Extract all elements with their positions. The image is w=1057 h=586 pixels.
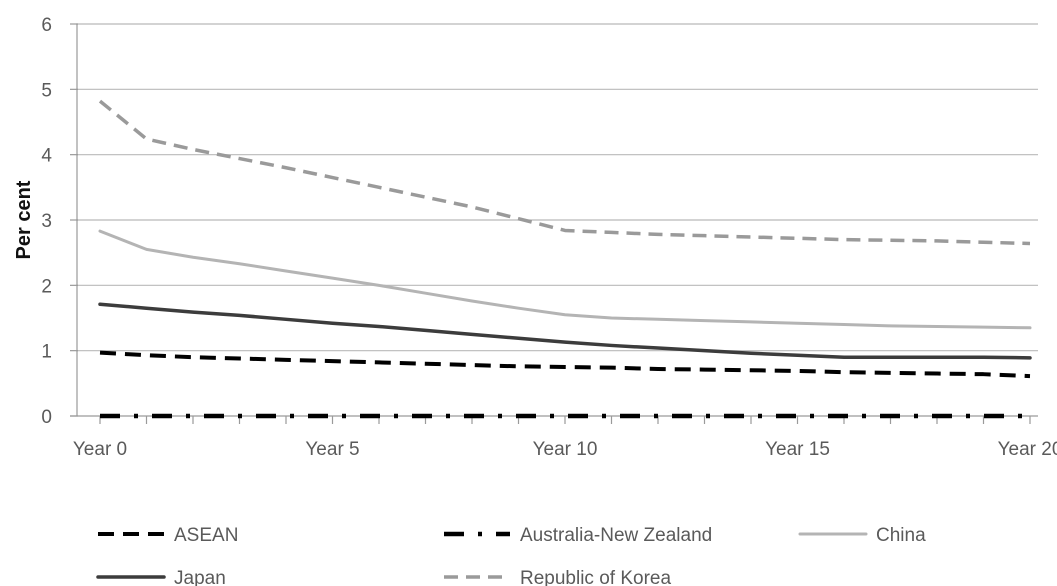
- legend-label-china: China: [876, 525, 926, 546]
- legend: ASEAN Australia-New Zealand China Japan Repu…: [96, 525, 926, 586]
- y-tick-label: 5: [41, 80, 52, 101]
- legend-label-australia-new-zealand: Australia-New Zealand: [520, 525, 712, 546]
- x-tick-label: Year 15: [765, 439, 830, 460]
- series-line-china: [98, 229, 1032, 330]
- legend-label-asean: ASEAN: [174, 525, 238, 546]
- x-tick-label: Year 5: [305, 439, 359, 460]
- series-line-japan: [98, 302, 1032, 360]
- legend-label-japan: Japan: [174, 568, 226, 586]
- x-tick-label: Year 20: [998, 439, 1057, 460]
- x-tick-label: Year 10: [533, 439, 598, 460]
- y-axis-title: Per cent: [13, 180, 35, 259]
- y-tick-label: 0: [41, 407, 52, 428]
- y-tick-label: 3: [41, 211, 52, 232]
- gridlines: [76, 23, 1038, 352]
- y-tick-label: 2: [41, 276, 52, 297]
- axes: 0 1 2 3 4 5 6 Year 0 Year 5 Year 10 Year 15 Year 20: [41, 15, 1057, 460]
- y-tick-label: 6: [41, 15, 52, 36]
- legend-label-republic-of-korea: Republic of Korea: [520, 568, 671, 586]
- series-line-asean: [99, 350, 1031, 379]
- x-tick-label: Year 0: [73, 439, 127, 460]
- y-tick-label: 4: [41, 146, 52, 167]
- y-tick-label: 1: [41, 342, 52, 363]
- series-line-republic-of-korea: [98, 99, 1031, 246]
- series-lines: [98, 99, 1032, 419]
